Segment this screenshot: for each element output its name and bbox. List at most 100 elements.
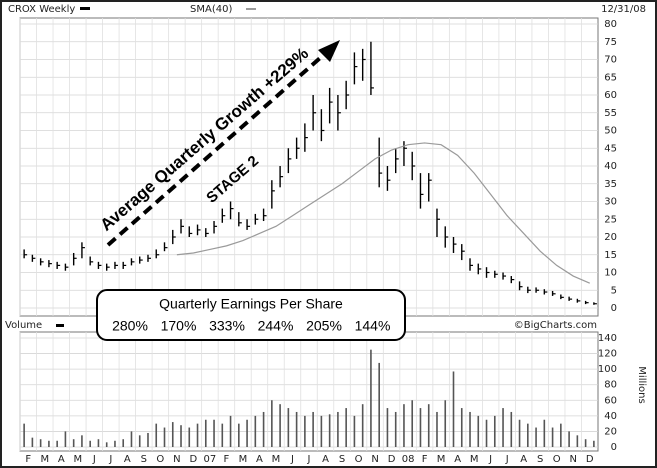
x-tick-label: A [256, 454, 263, 465]
eps-title: Quarterly Earnings Per Share [159, 296, 343, 312]
volume-bar [196, 423, 199, 447]
volume-bar [138, 435, 141, 447]
volume-bar [543, 419, 546, 447]
y-tick-label: 75 [604, 37, 617, 48]
y-tick-label: 70 [604, 55, 617, 66]
x-tick-label: S [339, 454, 345, 465]
volume-bar [535, 427, 537, 447]
x-tick-label: O [355, 454, 363, 465]
volume-bar [584, 439, 587, 447]
x-tick-label: S [141, 454, 147, 465]
volume-bar [188, 427, 191, 447]
volume-bar [444, 400, 447, 447]
volume-bar [527, 423, 529, 447]
x-tick-label: J [92, 454, 96, 465]
volume-bar [576, 435, 579, 447]
volume-bar [477, 415, 480, 447]
y-tick-label: 55 [604, 108, 617, 119]
y-tick-label: 40 [604, 161, 617, 172]
volume-bar [510, 411, 513, 447]
sma-line [176, 142, 590, 284]
volume-bar [105, 442, 108, 447]
volume-bar [568, 431, 570, 447]
volume-bar [204, 419, 207, 447]
volume-bar [452, 371, 455, 447]
volume-bar [213, 419, 215, 447]
volume-bar [312, 411, 314, 447]
x-tick-label: S [537, 454, 543, 465]
volume-bar [81, 435, 83, 447]
legend-volume-swatch [56, 324, 64, 327]
volume-bar [593, 440, 595, 447]
legend-price: CROX Weekly [8, 4, 75, 15]
volume-bar [271, 400, 273, 447]
volume-bar [370, 349, 372, 447]
volume-bar [419, 408, 422, 447]
y-tick-label: 5 [611, 285, 617, 296]
source: ©BigCharts.com [514, 320, 597, 331]
x-tick-label: 08 [402, 454, 415, 465]
volume-bar [287, 408, 290, 447]
volume-bar [171, 422, 174, 447]
y-tick-label: 20 [604, 426, 617, 437]
eps-value: 333% [209, 318, 245, 334]
x-tick-label: F [224, 454, 230, 465]
volume-bar [386, 408, 389, 447]
volume-bar [551, 427, 554, 447]
eps-value: 244% [258, 318, 294, 334]
x-tick-label: D [190, 454, 198, 465]
y-tick-label: 0 [611, 303, 617, 314]
volume-bar [246, 419, 248, 447]
volume-bar [279, 404, 281, 447]
eps-box [96, 289, 406, 341]
y-tick-label: 65 [604, 72, 617, 83]
volume-bar [163, 427, 166, 447]
volume-bar [64, 431, 67, 447]
x-tick-label: F [422, 454, 428, 465]
y-tick-label: 80 [604, 19, 617, 30]
x-tick-label: A [322, 454, 329, 465]
legend-sma: SMA(40) [190, 4, 232, 15]
eps-values: 280% 170% 333% 244% 205% 144% [112, 318, 390, 334]
volume-bar [518, 419, 521, 447]
y-tick-label: 25 [604, 214, 617, 225]
volume-bar [147, 432, 149, 447]
volume-bar [72, 439, 75, 447]
x-tick-label: M [272, 454, 281, 465]
x-tick-label: D [586, 454, 594, 465]
volume-bar [337, 411, 339, 447]
price-panel [19, 17, 599, 317]
volume-bar [378, 362, 380, 447]
volume-bar [394, 411, 397, 447]
growth-arrow [106, 49, 330, 247]
legend-volume: Volume [5, 320, 42, 331]
x-tick-label: M [40, 454, 49, 465]
x-tick-label: J [307, 454, 311, 465]
marks [23, 41, 597, 447]
y-tick-label: 40 [604, 411, 617, 422]
volume-bar [295, 411, 298, 447]
eps-value: 280% [112, 318, 148, 334]
y-tick-label: 15 [604, 250, 617, 261]
volume-bar [31, 437, 34, 447]
volume-bar [254, 415, 257, 447]
x-tick-label: A [454, 454, 461, 465]
y-tick-label: 0 [611, 442, 617, 453]
x-tick-label: A [520, 454, 527, 465]
y-axis-label: Millions [636, 366, 647, 403]
volume-bar [89, 440, 91, 447]
y-tick-label: 120 [598, 349, 617, 360]
volume-bar [48, 440, 50, 447]
volume-bar [130, 431, 133, 447]
eps-value: 144% [355, 318, 391, 334]
grid [19, 18, 598, 451]
x-tick-label: A [124, 454, 131, 465]
x-tick-label: J [505, 454, 509, 465]
date: 12/31/08 [601, 4, 646, 15]
y-tick-label: 30 [604, 197, 617, 208]
x-tick-label: J [108, 454, 112, 465]
y-tick-label: 45 [604, 143, 617, 154]
x-tick-label: J [488, 454, 492, 465]
x-tick-label: O [553, 454, 561, 465]
